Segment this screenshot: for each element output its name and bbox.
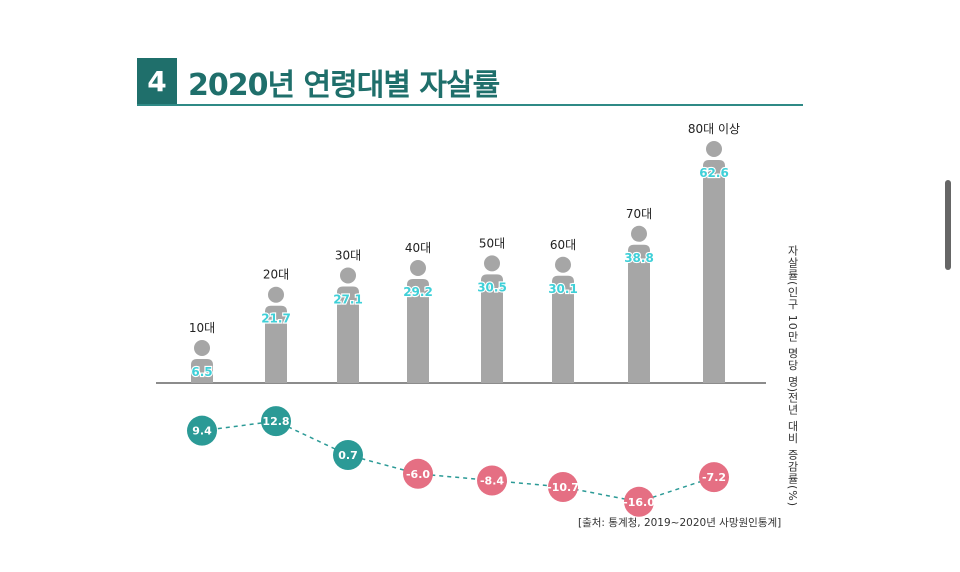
page-title: 2020년 연령대별 자살률 — [188, 68, 500, 103]
category-label-1: 10대 — [189, 321, 215, 335]
category-label-4: 40대 — [405, 241, 431, 255]
change-point-4 — [403, 458, 433, 489]
change-value-1: 9.4 — [192, 425, 212, 438]
change-point-3 — [333, 440, 363, 471]
change-value-8: -7.2 — [702, 471, 726, 484]
category-label-7: 70대 — [626, 207, 652, 221]
category-label-5: 50대 — [479, 236, 505, 250]
change-value-4: -6.0 — [406, 468, 430, 481]
person-head-4 — [410, 259, 426, 276]
category-label-3: 30대 — [335, 248, 361, 262]
change-value-3: 0.7 — [338, 449, 358, 462]
change-point-7 — [624, 486, 654, 517]
person-head-1 — [194, 340, 210, 356]
section-number-badge: 4 — [137, 58, 177, 104]
bar-5 — [481, 274, 503, 383]
bar-6 — [552, 275, 574, 383]
bar-2 — [265, 305, 287, 383]
rate-value-5: 30.5 — [477, 280, 507, 294]
change-value-2: 12.8 — [262, 415, 289, 428]
rate-axis-label: 자살률(인구 10만 명당 명) — [786, 245, 799, 394]
change-value-6: -10.7 — [547, 481, 579, 494]
bar-1 — [191, 359, 213, 383]
rate-value-6: 30.1 — [548, 282, 578, 296]
rate-value-2: 21.7 — [261, 312, 291, 326]
change-value-5: -8.4 — [480, 475, 504, 488]
bar-8 — [703, 160, 725, 383]
title-divider — [137, 104, 803, 106]
change-axis-label: 전년 대비 증감률(%) — [786, 392, 799, 508]
change-point-5 — [477, 465, 507, 496]
person-head-8 — [706, 141, 722, 157]
person-head-2 — [268, 286, 284, 303]
change-point-6 — [548, 471, 578, 502]
person-head-5 — [484, 255, 500, 272]
scrollbar[interactable] — [945, 180, 951, 270]
source-note: [출처: 통계청, 2019~2020년 사망원인통계] — [578, 517, 782, 529]
category-label-2: 20대 — [263, 268, 289, 282]
rate-value-3: 27.1 — [333, 292, 363, 306]
change-point-2 — [261, 406, 291, 437]
bar-3 — [337, 286, 359, 383]
rate-value-1: 6.5 — [191, 365, 212, 379]
category-label-6: 60대 — [550, 238, 576, 252]
person-head-7 — [631, 225, 647, 242]
person-head-6 — [555, 256, 571, 273]
bar-7 — [628, 244, 650, 383]
rate-value-8: 62.6 — [699, 166, 729, 180]
person-head-3 — [340, 267, 356, 284]
change-value-7: -16.0 — [623, 496, 655, 509]
change-point-8 — [699, 462, 729, 493]
rate-value-7: 38.8 — [624, 251, 654, 265]
category-label-8: 80대 이상 — [688, 122, 740, 136]
rate-value-4: 29.2 — [403, 285, 433, 299]
change-point-1 — [187, 415, 217, 446]
bar-4 — [407, 278, 429, 383]
